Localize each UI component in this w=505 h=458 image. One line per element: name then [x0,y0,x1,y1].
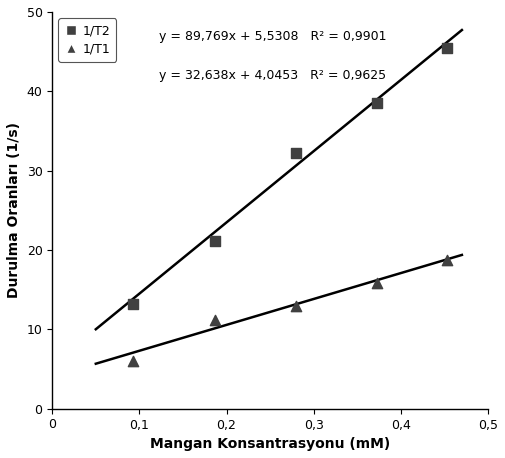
Text: y = 32,638x + 4,0453   R² = 0,9625: y = 32,638x + 4,0453 R² = 0,9625 [159,70,386,82]
Point [211,238,219,245]
Point [443,44,451,51]
Point [373,99,381,107]
X-axis label: Mangan Konsantrasyonu (mM): Mangan Konsantrasyonu (mM) [150,437,390,451]
Point [129,300,137,308]
Point [443,256,451,264]
Point [292,150,300,157]
Point [292,302,300,309]
Legend: 1/T2, 1/T1: 1/T2, 1/T1 [59,18,116,62]
Point [211,316,219,323]
Point [129,358,137,365]
Text: y = 89,769x + 5,5308   R² = 0,9901: y = 89,769x + 5,5308 R² = 0,9901 [159,30,386,43]
Point [373,280,381,287]
Y-axis label: Durulma Oranları (1/s): Durulma Oranları (1/s) [7,122,21,298]
